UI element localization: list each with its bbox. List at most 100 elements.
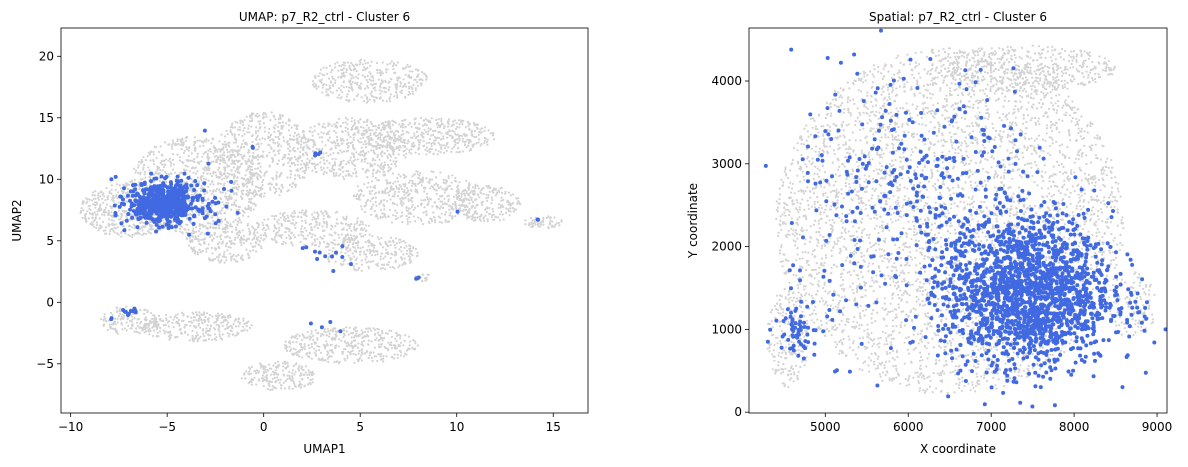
- background-point: [120, 235, 123, 238]
- background-point: [394, 160, 397, 163]
- background-point: [427, 130, 430, 133]
- background-point: [299, 146, 302, 149]
- background-point: [456, 125, 459, 128]
- background-point: [352, 265, 355, 268]
- background-point: [350, 229, 353, 232]
- background-point: [424, 210, 427, 213]
- background-point: [399, 175, 402, 178]
- background-point: [324, 144, 327, 147]
- background-point: [491, 189, 494, 193]
- background-point: [501, 191, 504, 194]
- background-point: [325, 90, 328, 93]
- background-point: [227, 141, 230, 144]
- background-point: [341, 228, 344, 231]
- background-point: [496, 191, 499, 194]
- background-point: [105, 203, 108, 206]
- background-point: [391, 201, 395, 204]
- background-point: [257, 129, 260, 132]
- background-point: [373, 163, 376, 166]
- background-point: [410, 148, 413, 151]
- background-point: [394, 217, 398, 221]
- background-point: [490, 216, 493, 219]
- background-point: [256, 176, 259, 179]
- background-point: [427, 119, 430, 122]
- background-point: [164, 158, 167, 161]
- background-point: [98, 209, 101, 212]
- background-point: [182, 161, 185, 165]
- background-point: [110, 188, 113, 191]
- background-point: [239, 122, 242, 125]
- background-point: [398, 144, 401, 147]
- background-point: [152, 228, 155, 231]
- background-point: [248, 326, 251, 329]
- background-point: [196, 155, 199, 158]
- background-point: [405, 215, 408, 218]
- background-point: [429, 150, 432, 153]
- background-point: [306, 157, 309, 161]
- background-point: [374, 144, 377, 148]
- background-point: [279, 117, 282, 120]
- background-point: [322, 132, 325, 135]
- background-point: [231, 230, 234, 234]
- background-point: [363, 155, 366, 158]
- background-point: [456, 147, 459, 150]
- background-point: [342, 216, 345, 219]
- background-point: [247, 151, 250, 154]
- background-point: [290, 232, 293, 235]
- background-point: [104, 206, 107, 209]
- background-point: [249, 209, 252, 212]
- background-point: [202, 177, 205, 180]
- background-point: [124, 232, 127, 235]
- background-point: [264, 233, 267, 237]
- background-point: [339, 173, 342, 176]
- background-point: [207, 338, 211, 341]
- background-point: [294, 183, 298, 186]
- background-point: [203, 169, 206, 172]
- background-point: [443, 191, 447, 194]
- background-point: [410, 145, 413, 148]
- background-point: [156, 320, 159, 323]
- background-point: [396, 180, 400, 183]
- background-point: [443, 147, 446, 150]
- background-point: [277, 118, 280, 121]
- background-point: [213, 233, 216, 236]
- background-point: [247, 215, 250, 218]
- background-point: [274, 124, 277, 127]
- background-point: [93, 225, 96, 228]
- background-point: [342, 139, 345, 142]
- background-point: [189, 220, 192, 223]
- background-point: [322, 122, 325, 125]
- background-point: [395, 237, 398, 240]
- background-point: [111, 214, 114, 218]
- background-point: [313, 165, 316, 168]
- background-point: [352, 147, 355, 150]
- background-point: [337, 243, 340, 246]
- background-point: [465, 190, 468, 193]
- background-point: [109, 326, 112, 329]
- background-point: [171, 139, 174, 142]
- background-point: [399, 197, 402, 200]
- background-point: [190, 247, 194, 250]
- background-point: [243, 133, 246, 136]
- background-point: [390, 186, 393, 189]
- background-point: [402, 253, 405, 256]
- background-point: [245, 325, 248, 328]
- background-point: [414, 190, 417, 193]
- background-point: [302, 136, 305, 139]
- background-point: [364, 140, 367, 143]
- background-point: [463, 213, 466, 216]
- background-point: [380, 90, 383, 93]
- background-point: [317, 245, 320, 248]
- background-point: [236, 223, 239, 226]
- background-point: [107, 195, 110, 198]
- background-point: [448, 208, 451, 211]
- background-point: [238, 171, 241, 174]
- background-point: [315, 87, 318, 90]
- background-point: [394, 261, 397, 264]
- background-point: [402, 183, 405, 186]
- background-point: [333, 81, 337, 84]
- background-point: [207, 179, 210, 182]
- background-point: [292, 138, 295, 141]
- background-point: [114, 323, 117, 326]
- background-point: [102, 192, 105, 195]
